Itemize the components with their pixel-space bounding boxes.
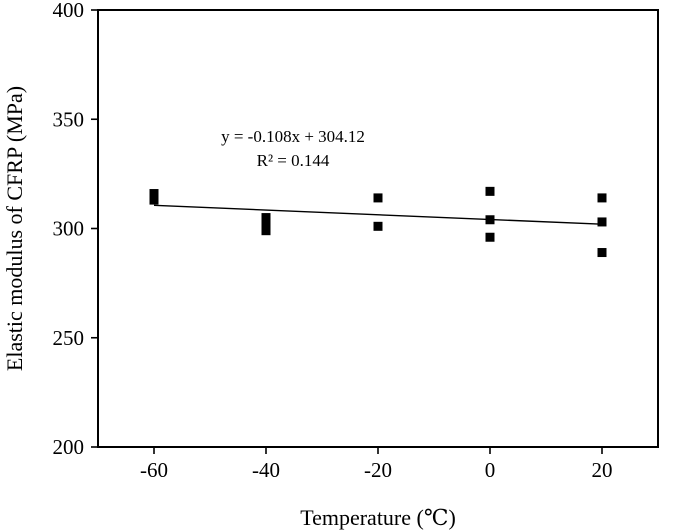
data-point [597, 248, 607, 258]
x-tick-label: -40 [252, 458, 280, 482]
data-point [485, 232, 495, 242]
data-point [149, 189, 159, 199]
data-point [485, 186, 495, 196]
y-tick-label: 350 [53, 107, 85, 131]
x-tick-label: 0 [485, 458, 496, 482]
y-tick-label: 400 [53, 0, 85, 22]
y-axis-title: Elastic modulus of CFRP (MPa) [2, 86, 27, 371]
data-point [261, 219, 271, 229]
data-point [149, 195, 159, 205]
x-tick-label: 20 [592, 458, 613, 482]
data-point [597, 217, 607, 227]
r-squared-label: R² = 0.144 [257, 151, 330, 170]
x-axis-title: Temperature (℃) [300, 505, 456, 530]
data-point [373, 221, 383, 231]
x-tick-label: -20 [364, 458, 392, 482]
regression-equation: y = -0.108x + 304.12 [221, 127, 365, 146]
y-tick-label: 300 [53, 217, 85, 241]
data-point [261, 213, 271, 223]
regression-line [153, 204, 603, 225]
y-tick-label: 200 [53, 435, 85, 459]
data-point [373, 193, 383, 203]
data-point [485, 215, 495, 225]
data-point [597, 193, 607, 203]
data-point [261, 226, 271, 236]
y-tick-label: 250 [53, 326, 85, 350]
axis-ticks: -60 -40 -20 0 20 200 250 300 350 400 [53, 0, 613, 482]
plot-area [97, 9, 659, 448]
x-tick-label: -60 [140, 458, 168, 482]
